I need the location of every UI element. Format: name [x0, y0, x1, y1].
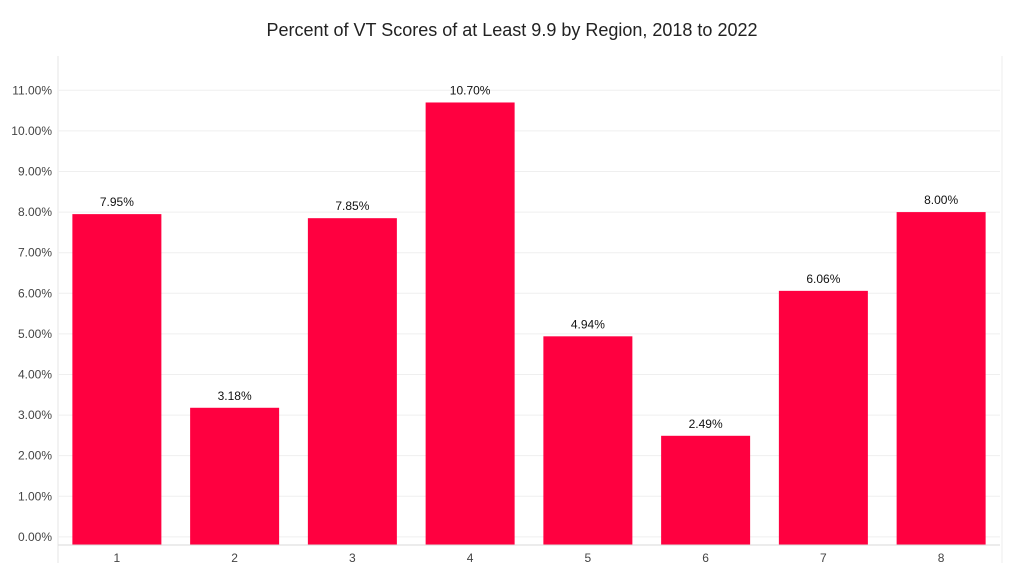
y-tick-label: 5.00%: [18, 327, 52, 341]
y-tick-label: 2.00%: [18, 449, 52, 463]
bars: [72, 102, 986, 546]
y-tick-label: 7.00%: [18, 246, 52, 260]
bar: [72, 214, 162, 545]
data-label: 8.00%: [924, 193, 958, 207]
bar: [661, 435, 751, 545]
y-tick-label: 6.00%: [18, 286, 52, 300]
data-label: 6.06%: [806, 272, 840, 286]
x-tick-label: 5: [585, 551, 592, 565]
data-labels: 7.95% 3.18% 7.85% 10.70% 4.94% 2.49% 6.06% 8.00…: [100, 83, 959, 430]
y-tick-label: 11.00%: [12, 83, 52, 97]
x-axis-ticks: 1 2 3 4 5 6 7 8: [114, 551, 945, 565]
y-tick-label: 0.00%: [18, 530, 52, 544]
chart-title: Percent of VT Scores of at Least 9.9 by …: [267, 20, 758, 40]
x-tick-label: 1: [114, 551, 121, 565]
bar: [190, 407, 280, 545]
x-tick-label: 7: [820, 551, 827, 565]
y-tick-label: 8.00%: [18, 205, 52, 219]
x-tick-label: 4: [467, 551, 474, 565]
bar: [778, 290, 868, 545]
bar: [307, 218, 397, 545]
y-tick-label: 9.00%: [18, 164, 52, 178]
data-label: 2.49%: [689, 417, 723, 431]
bar: [425, 102, 515, 545]
x-tick-label: 3: [349, 551, 356, 565]
data-label: 3.18%: [218, 389, 252, 403]
x-tick-label: 2: [231, 551, 238, 565]
y-tick-label: 10.00%: [11, 124, 52, 138]
y-axis-ticks: 0.00% 1.00% 2.00% 3.00% 4.00% 5.00% 6.00% 7.00%…: [11, 83, 52, 544]
data-label: 10.70%: [450, 83, 491, 97]
x-tick-label: 8: [938, 551, 945, 565]
y-tick-label: 1.00%: [18, 489, 52, 503]
data-label: 4.94%: [571, 317, 605, 331]
y-tick-label: 4.00%: [18, 367, 52, 381]
data-label: 7.85%: [335, 199, 369, 213]
data-label: 7.95%: [100, 195, 134, 209]
y-tick-label: 3.00%: [18, 408, 52, 422]
bar: [543, 336, 633, 545]
x-tick-label: 6: [702, 551, 709, 565]
bar: [896, 212, 986, 546]
